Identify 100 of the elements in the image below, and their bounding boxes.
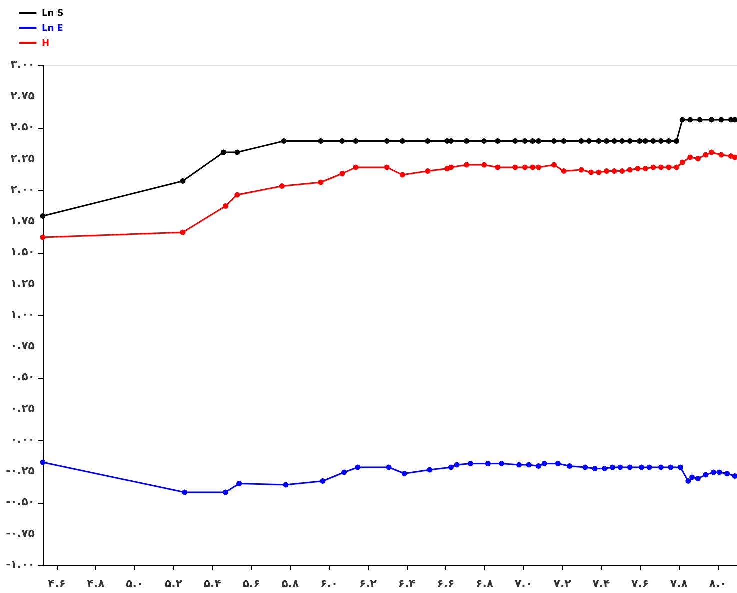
point — [40, 234, 46, 240]
point — [536, 464, 542, 469]
point — [182, 490, 188, 496]
x-tick-label: ۵.۸ — [282, 578, 300, 590]
point — [650, 138, 656, 144]
x-tick-label: ۵.۲ — [164, 578, 183, 590]
point — [680, 160, 686, 166]
point — [635, 166, 641, 172]
point — [454, 462, 460, 468]
point — [281, 138, 287, 144]
point — [530, 164, 536, 170]
point — [690, 474, 696, 480]
y-tick-label: ۱.۲۵ — [10, 276, 36, 290]
legend-label: Ln S — [42, 9, 64, 19]
point — [561, 138, 567, 144]
point — [468, 461, 474, 466]
point — [516, 462, 522, 468]
point — [612, 138, 618, 144]
point — [425, 138, 431, 144]
point — [400, 172, 406, 178]
point — [283, 482, 289, 488]
point — [448, 464, 454, 470]
point — [464, 138, 470, 144]
legend-label: Ln E — [42, 24, 64, 34]
x-tick-label: ۵.۰ — [126, 578, 144, 590]
point — [384, 164, 390, 170]
point — [703, 152, 709, 158]
y-tick-label: ۰.۷۵ — [10, 339, 36, 352]
y-tick-label: ۲.۲۵ — [10, 152, 36, 165]
point — [495, 164, 501, 170]
x-tick-label: ۶.۲ — [359, 578, 378, 590]
point — [522, 138, 528, 144]
x-tick-label: ۴.۸ — [87, 578, 106, 590]
x-tick-label: ۵.۶ — [242, 578, 260, 590]
x-tick-label: ۶.۰ — [320, 578, 338, 590]
y-tick-label: ۱.۷۵ — [10, 214, 36, 228]
x-tick-label: ۷.۴ — [592, 578, 611, 590]
point — [485, 461, 491, 466]
point — [602, 466, 608, 472]
point — [567, 464, 573, 469]
point — [718, 117, 724, 123]
x-tick-label: ۵.۴ — [204, 578, 222, 590]
y-tick-label: ۳.۰۰ — [10, 58, 35, 71]
point — [522, 164, 528, 170]
x-tick-label: ۶.۶ — [437, 578, 455, 590]
point — [596, 138, 602, 144]
point — [526, 462, 532, 468]
point — [386, 464, 392, 470]
point — [427, 467, 433, 473]
point — [448, 164, 454, 170]
point — [552, 162, 558, 168]
point — [221, 150, 227, 156]
point — [642, 138, 648, 144]
point — [582, 464, 588, 470]
point — [340, 171, 346, 176]
point — [724, 471, 730, 476]
point — [512, 138, 518, 144]
point — [578, 167, 584, 173]
point — [627, 138, 633, 144]
point — [637, 138, 643, 144]
point — [542, 461, 548, 466]
point — [318, 180, 324, 186]
point — [666, 164, 672, 170]
point — [353, 138, 359, 144]
point — [464, 162, 470, 168]
point — [592, 466, 598, 472]
point — [646, 464, 652, 470]
point — [732, 154, 737, 160]
point — [658, 164, 664, 170]
point — [627, 167, 633, 173]
point — [318, 138, 324, 144]
point — [234, 150, 240, 156]
point — [688, 154, 694, 160]
point — [536, 138, 542, 144]
y-tick-label: -۰.۲۵ — [6, 464, 36, 478]
point — [425, 168, 431, 174]
point — [180, 178, 186, 184]
point — [620, 138, 626, 144]
point — [658, 138, 664, 144]
point — [561, 168, 567, 174]
x-tick-label: ۶.۴ — [398, 578, 416, 590]
y-tick-label: ۱.۰۰ — [10, 308, 35, 321]
point — [340, 138, 346, 144]
x-tick-label: ۸.۰ — [709, 578, 727, 590]
point — [678, 464, 684, 470]
point — [686, 478, 692, 484]
point — [674, 164, 680, 170]
point — [536, 164, 542, 170]
point — [710, 470, 716, 476]
point — [668, 464, 674, 470]
point — [650, 164, 656, 170]
point — [588, 170, 594, 176]
point — [688, 117, 694, 123]
y-tick-label: ۰.۲۵ — [10, 402, 36, 415]
y-tick-label: -۰.۷۵ — [6, 526, 36, 540]
point — [697, 117, 703, 123]
point — [222, 204, 228, 209]
point — [402, 471, 408, 476]
point — [716, 470, 722, 476]
x-tick-label: ۷.۸ — [670, 578, 688, 590]
